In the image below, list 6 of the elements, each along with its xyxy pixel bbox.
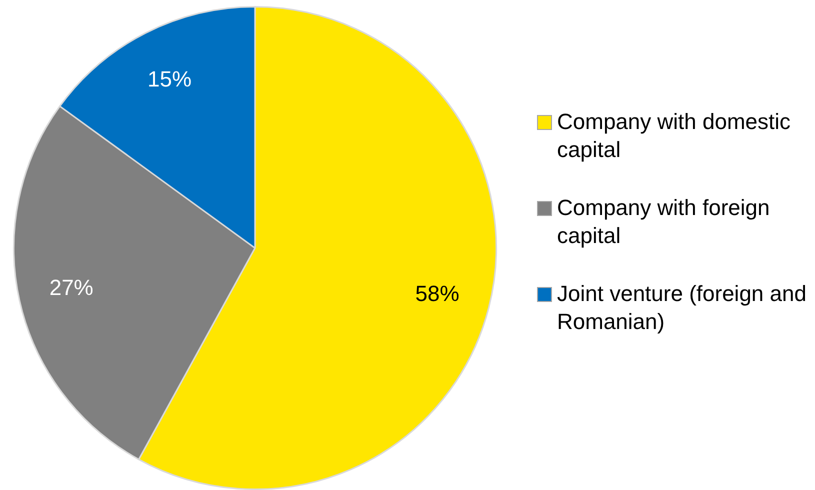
data-label: 58% <box>415 280 460 306</box>
legend-label: Joint venture (foreign and Romanian) <box>557 280 808 336</box>
data-label: 15% <box>148 66 192 92</box>
data-label: 27% <box>49 275 94 300</box>
legend-label: Company with foreign capital <box>557 194 771 250</box>
legend-label: Company with domestic capital <box>557 108 792 164</box>
